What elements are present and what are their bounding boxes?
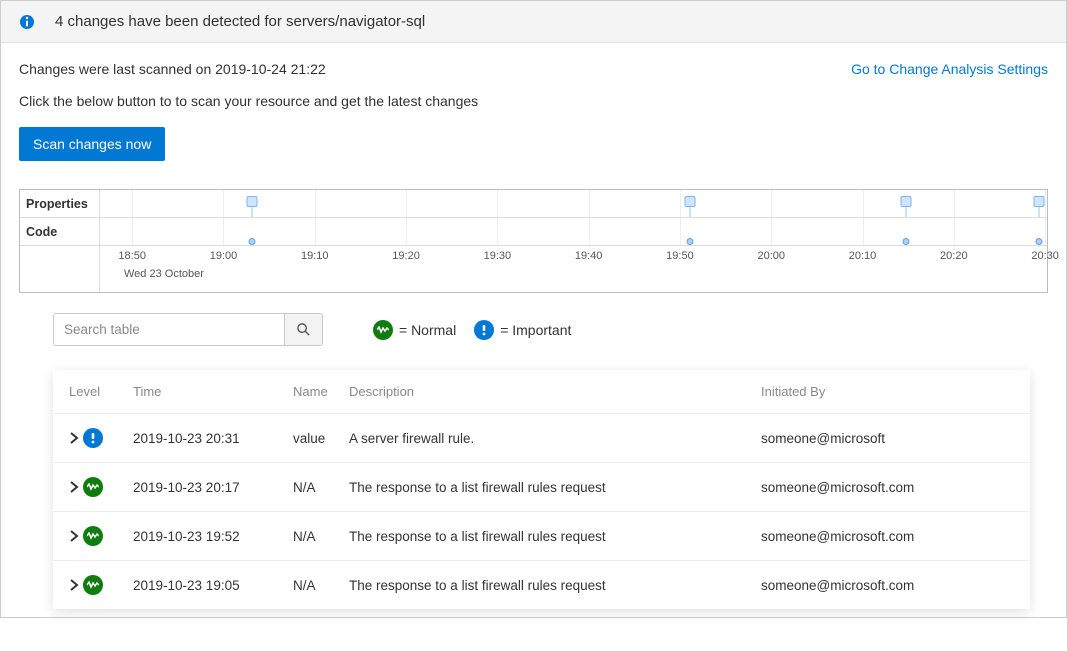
timeline-tick-label: 20:10 bbox=[849, 250, 877, 262]
table-body: 2019-10-23 20:31valueA server firewall r… bbox=[53, 413, 1030, 609]
table-header-row: Level Time Name Description Initiated By bbox=[53, 370, 1030, 413]
cell-name: N/A bbox=[293, 480, 349, 495]
timeline-marker[interactable] bbox=[246, 196, 257, 207]
timeline-axis-row: Wed 23 October 18:50 19:00 19:10 19:20 19:30… bbox=[20, 246, 1047, 292]
timeline-marker-dot[interactable] bbox=[686, 238, 693, 245]
timeline-track-properties bbox=[100, 190, 1047, 217]
search-icon bbox=[296, 322, 311, 337]
search-group bbox=[53, 313, 323, 346]
instruction-text: Click the below button to to scan your r… bbox=[19, 93, 1048, 109]
timeline-row-code: Code bbox=[20, 218, 1047, 246]
timeline-tick-label: 19:00 bbox=[210, 250, 238, 262]
timeline-tick-label: 20:20 bbox=[940, 250, 968, 262]
content-area: Changes were last scanned on 2019-10-24 … bbox=[1, 43, 1066, 609]
table-row[interactable]: 2019-10-23 19:52N/AThe response to a lis… bbox=[53, 511, 1030, 560]
cell-init: someone@microsoft.com bbox=[761, 529, 1014, 544]
timeline-marker[interactable] bbox=[1034, 196, 1045, 207]
timeline-row-properties: Properties bbox=[20, 190, 1047, 218]
search-button[interactable] bbox=[284, 314, 322, 345]
timeline-marker-dot[interactable] bbox=[1036, 238, 1043, 245]
scan-info-text: Changes were last scanned on 2019-10-24 … bbox=[19, 61, 326, 77]
timeline-tick-label: 18:50 bbox=[118, 250, 146, 262]
cell-name: value bbox=[293, 431, 349, 446]
expand-chevron-icon[interactable] bbox=[69, 432, 79, 444]
timeline-track-code bbox=[100, 218, 1047, 245]
page-container: 4 changes have been detected for servers… bbox=[0, 0, 1067, 618]
cell-time: 2019-10-23 20:17 bbox=[133, 480, 293, 495]
col-init-header: Initiated By bbox=[761, 384, 1014, 399]
timeline-marker-dot[interactable] bbox=[902, 238, 909, 245]
col-desc-header: Description bbox=[349, 384, 761, 399]
page-title: 4 changes have been detected for servers… bbox=[55, 13, 425, 30]
important-badge-icon bbox=[83, 428, 103, 448]
changes-table: Level Time Name Description Initiated By… bbox=[53, 370, 1030, 609]
search-input[interactable] bbox=[54, 314, 284, 345]
cell-init: someone@microsoft bbox=[761, 431, 1014, 446]
timeline-tick-label: 19:30 bbox=[484, 250, 512, 262]
settings-link[interactable]: Go to Change Analysis Settings bbox=[851, 61, 1048, 77]
search-legend-row: = Normal = Important bbox=[53, 313, 1048, 346]
table-row[interactable]: 2019-10-23 20:17N/AThe response to a lis… bbox=[53, 462, 1030, 511]
table-row[interactable]: 2019-10-23 19:05N/AThe response to a lis… bbox=[53, 560, 1030, 609]
timeline-tick-label: 19:10 bbox=[301, 250, 329, 262]
timeline-tick-label: 20:00 bbox=[757, 250, 785, 262]
timeline: Properties Code Wed 23 October 18:50 19:0… bbox=[19, 189, 1048, 293]
col-name-header: Name bbox=[293, 384, 349, 399]
col-level-header: Level bbox=[69, 384, 133, 399]
timeline-marker[interactable] bbox=[900, 196, 911, 207]
info-icon bbox=[19, 14, 35, 30]
table-row[interactable]: 2019-10-23 20:31valueA server firewall r… bbox=[53, 413, 1030, 462]
normal-badge-icon bbox=[83, 575, 103, 595]
cell-desc: The response to a list firewall rules re… bbox=[349, 529, 761, 544]
legend-normal-text: = Normal bbox=[399, 322, 456, 338]
cell-desc: A server firewall rule. bbox=[349, 431, 761, 446]
normal-badge-icon bbox=[83, 477, 103, 497]
cell-init: someone@microsoft.com bbox=[761, 480, 1014, 495]
expand-chevron-icon[interactable] bbox=[69, 530, 79, 542]
timeline-tick-label: 20:30 bbox=[1031, 250, 1059, 262]
timeline-date-label: Wed 23 October bbox=[124, 268, 204, 280]
cell-desc: The response to a list firewall rules re… bbox=[349, 480, 761, 495]
timeline-axis-spacer bbox=[20, 246, 100, 292]
cell-time: 2019-10-23 19:05 bbox=[133, 578, 293, 593]
important-badge-icon bbox=[474, 320, 494, 340]
header-bar: 4 changes have been detected for servers… bbox=[1, 1, 1066, 43]
timeline-label-properties: Properties bbox=[20, 190, 100, 217]
col-time-header: Time bbox=[133, 384, 293, 399]
cell-name: N/A bbox=[293, 529, 349, 544]
expand-chevron-icon[interactable] bbox=[69, 481, 79, 493]
legend: = Normal = Important bbox=[373, 320, 571, 340]
timeline-tick-label: 19:40 bbox=[575, 250, 603, 262]
cell-time: 2019-10-23 20:31 bbox=[133, 431, 293, 446]
timeline-marker-dot[interactable] bbox=[248, 238, 255, 245]
cell-desc: The response to a list firewall rules re… bbox=[349, 578, 761, 593]
top-row: Changes were last scanned on 2019-10-24 … bbox=[19, 61, 1048, 77]
cell-name: N/A bbox=[293, 578, 349, 593]
timeline-marker[interactable] bbox=[684, 196, 695, 207]
normal-badge-icon bbox=[373, 320, 393, 340]
timeline-label-code: Code bbox=[20, 218, 100, 245]
cell-time: 2019-10-23 19:52 bbox=[133, 529, 293, 544]
timeline-tick-label: 19:20 bbox=[392, 250, 420, 262]
scan-button[interactable]: Scan changes now bbox=[19, 127, 165, 161]
expand-chevron-icon[interactable] bbox=[69, 579, 79, 591]
normal-badge-icon bbox=[83, 526, 103, 546]
timeline-axis: Wed 23 October 18:50 19:00 19:10 19:20 19:30… bbox=[100, 246, 1047, 292]
timeline-tick-label: 19:50 bbox=[666, 250, 694, 262]
cell-init: someone@microsoft.com bbox=[761, 578, 1014, 593]
legend-important-text: = Important bbox=[500, 322, 571, 338]
